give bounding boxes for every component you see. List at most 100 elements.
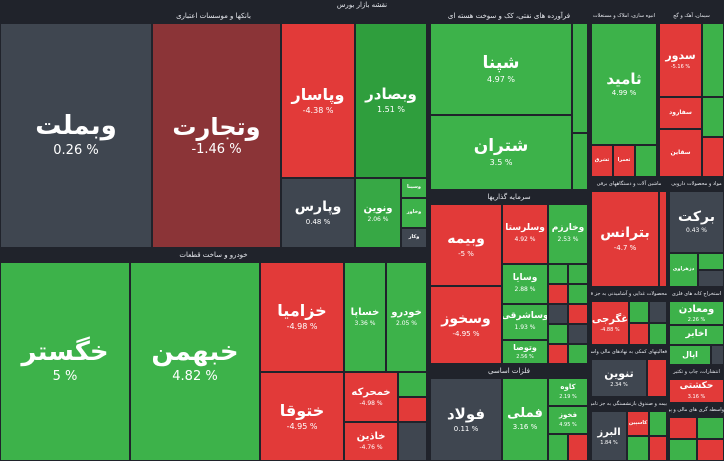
tile-vabmellat[interactable]: وبملت 0.26 % (0, 23, 152, 248)
tile-khomrkhe[interactable]: خمحرکه -4.98 % (344, 372, 398, 422)
tile-metal-small-1[interactable] (548, 434, 568, 461)
tile-sadar[interactable]: ثامید 4.99 % (591, 23, 657, 145)
tile-khetoga[interactable]: ختوقا -4.95 % (260, 372, 344, 461)
tile-ins-small-3[interactable] (649, 436, 667, 461)
tile-sedor[interactable]: سدور -5.16 % (659, 23, 702, 97)
tile-apal[interactable]: اپال (669, 345, 711, 365)
tile-khesapa[interactable]: خساپا 3.36 % (344, 262, 386, 372)
tile-vatoosa[interactable]: وتوصا 2.56 % (502, 340, 548, 364)
tile-inv-small-4[interactable] (568, 284, 588, 304)
tile-sshm2[interactable]: ثعمرا (613, 145, 635, 177)
tile-vakharzam[interactable]: وخارزم 2.53 % (548, 204, 588, 264)
tile-auto-small-2[interactable] (398, 397, 427, 422)
tile-cement-small-2[interactable] (702, 97, 724, 137)
tile-ghaghrazar[interactable]: غگرجی -4.88 % (591, 301, 629, 345)
sector-header-food: محصولات غذایی و آشامیدنی به جز قند و شکر (591, 291, 667, 297)
tile-auto-small-1[interactable] (398, 372, 427, 397)
tile-dzahravi[interactable]: دزهراوی (669, 253, 698, 287)
tile-sefar[interactable]: سفارود (659, 97, 702, 129)
tile-khegostar[interactable]: خگستر 5 % (0, 262, 130, 461)
tile-auto-small-3[interactable] (398, 422, 427, 461)
sector-header-realestate: انبوه سازی، املاک و مستغلات (592, 13, 656, 19)
sector-header-machinery: ماشین آلات و دستگاههای برقی (596, 181, 662, 187)
tile-food-small-1[interactable] (629, 301, 649, 323)
tile-vakhavar[interactable]: وخاور (401, 198, 427, 228)
tile-pharma-small-2[interactable] (698, 270, 724, 287)
tile-vasashergi[interactable]: وساشرقی 1.93 % (502, 304, 548, 340)
tile-misc-small-2[interactable] (697, 439, 724, 461)
tile-inv-small-1[interactable] (548, 264, 568, 284)
tile-inv-small-7[interactable] (548, 324, 568, 344)
tile-sarab[interactable]: سقاین (659, 129, 702, 177)
tile-khazamia[interactable]: خزامیا -4.98 % (260, 262, 344, 372)
tile-vabime[interactable]: وبیمه -5 % (430, 204, 502, 286)
tile-pharma-small-1[interactable] (698, 253, 724, 270)
tile-inv-small-10[interactable] (568, 344, 588, 364)
tile-kaveh[interactable]: کاوه 2.19 % (548, 378, 588, 406)
tile-misc-small-1[interactable] (669, 439, 697, 461)
tile-cement-small-1[interactable] (702, 23, 724, 97)
tile-albrz[interactable]: البرز 1.84 % (591, 411, 627, 461)
tile-vakar[interactable]: وکار (401, 228, 427, 248)
tile-shbriz[interactable] (572, 133, 588, 190)
tile-akso[interactable]: اخابر (669, 325, 724, 345)
tile-re-small-1[interactable] (635, 145, 657, 177)
tile-inv-small-5[interactable] (548, 304, 568, 324)
sector-header-banks: بانکها و موسسات اعتباری (176, 12, 251, 20)
tile-shepna[interactable]: شپنا 4.97 % (430, 23, 572, 115)
tile-fin-small-1[interactable] (711, 345, 724, 365)
tile-vasina[interactable]: وسینا (401, 178, 427, 198)
sector-header-refinery: فرآورده های نفتی، کک و سوخت هسته ای (447, 12, 571, 20)
tile-tamin[interactable]: تنوین 2.34 % (591, 359, 647, 397)
tile-fin2-small-1[interactable] (669, 417, 697, 439)
tile-metal-small-2[interactable] (568, 434, 588, 461)
tile-ins-small-1[interactable] (649, 411, 667, 436)
tile-barkat[interactable]: برکت 0.43 % (669, 191, 724, 253)
tile-food-small-4[interactable] (649, 323, 667, 345)
map-title: نقشه بازار بورس (336, 1, 388, 9)
tile-maadan[interactable]: ومعادن 2.26 % (669, 301, 724, 325)
tile-inv-small-6[interactable] (568, 304, 588, 324)
tile-inv-small-3[interactable] (548, 284, 568, 304)
tile-inv-small-9[interactable] (548, 344, 568, 364)
sector-header-fin2: واسطه گری های مالی و پولی (669, 407, 724, 413)
tile-inv-small-8[interactable] (568, 324, 588, 344)
tile-vapasar[interactable]: وپاسار -4.38 % (281, 23, 355, 178)
sector-header-pharma: مواد و محصولات دارویی (671, 181, 722, 187)
tile-vasalarsta[interactable]: وسلرستا 4.92 % (502, 204, 548, 264)
tile-khodro[interactable]: خودرو 2.05 % (386, 262, 427, 372)
sector-header-metals: فلزات اساسی (488, 367, 530, 375)
tile-inv-small-2[interactable] (568, 264, 588, 284)
tile-vasaya[interactable]: وسایا 2.88 % (502, 264, 548, 304)
tile-fin2-small-2[interactable] (697, 417, 724, 439)
tile-shbandar[interactable] (572, 23, 588, 133)
tile-sshm1[interactable]: ثشرق (591, 145, 613, 177)
tile-vanovin[interactable]: ونوین 2.06 % (355, 178, 401, 248)
sector-header-investment: سرمایه گذاریها (487, 193, 531, 201)
tile-femeli[interactable]: فملی 3.16 % (502, 378, 548, 461)
tile-vatejarat[interactable]: وتجارت -1.46 % (152, 23, 281, 248)
tile-btrans[interactable]: بترانس -4.7 % (591, 191, 659, 287)
tile-ins-small-2[interactable] (627, 436, 649, 461)
sector-header-cement: سیمان، آهک و گچ (673, 13, 710, 19)
tile-khadin[interactable]: خاذین -4.76 % (344, 422, 398, 461)
tile-vapars[interactable]: وپارس 0.48 % (281, 178, 355, 248)
sector-header-insurance: بیمه و صندوق بازنشستگی به جز تامین اجتما… (591, 401, 667, 407)
tile-vaskhoz[interactable]: وسخوز -4.95 % (430, 286, 502, 364)
tile-vabsader[interactable]: وبصادر 1.51 % (355, 23, 427, 178)
sector-header-other: انتشارات، چاپ و تکثیر (673, 369, 720, 375)
tile-kasiya[interactable]: کاسپین (627, 411, 649, 436)
tile-shetran[interactable]: شتران 3.5 % (430, 115, 572, 190)
tile-dakheshti[interactable]: حکشتی 3.16 % (669, 379, 724, 403)
tile-multi-small-1[interactable] (647, 359, 667, 397)
tile-khabahman[interactable]: خبهمن 4.82 % (130, 262, 260, 461)
tile-foolad[interactable]: فولاد 0.11 % (430, 378, 502, 461)
tile-food-small-2[interactable] (649, 301, 667, 323)
sector-header-multi: فعالیتهای کمکی به نهادهای مالی واسط (591, 349, 667, 355)
tile-cement-small-3[interactable] (702, 137, 724, 177)
tile-fkhoz[interactable]: فخوز 4.95 % (548, 406, 588, 434)
tile-mach-small-1[interactable] (659, 191, 667, 287)
sector-header-auto: خودرو و ساخت قطعات (179, 251, 248, 259)
tile-food-small-3[interactable] (629, 323, 649, 345)
